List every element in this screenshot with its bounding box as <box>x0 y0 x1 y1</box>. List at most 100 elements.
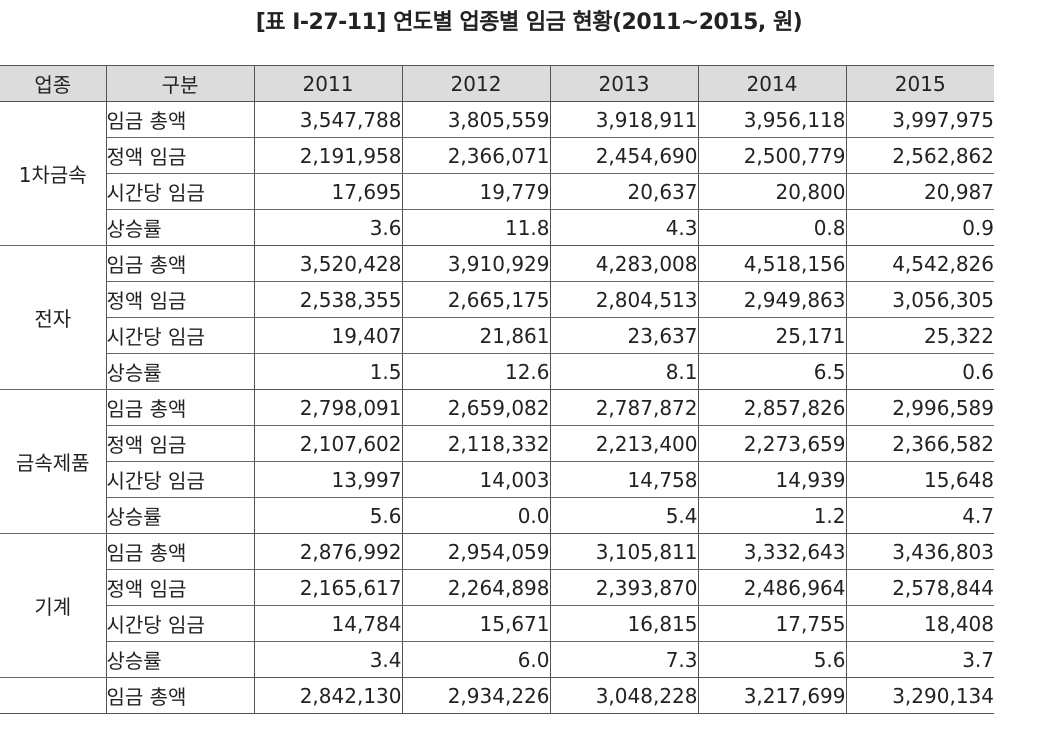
table-row: 기계 임금 총액 2,876,992 2,954,059 3,105,811 3,332,… <box>0 533 994 678</box>
value-cell: 2,454,690 <box>550 137 699 174</box>
value-cell: 8.1 <box>550 353 699 390</box>
value-cell: 6.5 <box>698 353 847 390</box>
category-cell: 임금 총액 <box>106 677 255 714</box>
table-row: 시간당 임금 19,407 21,861 23,637 25,171 25,322 <box>0 317 994 354</box>
header-row: 업종 구분 2011 2012 2013 2014 2015 <box>0 65 994 102</box>
value-cell: 2,857,826 <box>698 389 847 426</box>
value-cell: 2,798,091 <box>254 389 403 426</box>
category-cell: 정액 임금 <box>106 569 255 606</box>
value-cell: 11.8 <box>402 209 551 246</box>
table-row: 정액 임금 2,191,958 2,366,071 2,454,690 2,500,77… <box>0 137 994 174</box>
category-cell: 정액 임금 <box>106 137 255 174</box>
value-cell: 2,562,862 <box>846 137 994 174</box>
value-cell: 23,637 <box>550 317 699 354</box>
table-row: 시간당 임금 14,784 15,671 16,815 17,755 18,408 <box>0 605 994 642</box>
value-cell: 4,542,826 <box>846 245 994 282</box>
value-cell: 2,659,082 <box>402 389 551 426</box>
value-cell: 19,779 <box>402 173 551 210</box>
table-body: 1차금속 임금 총액 3,547,788 3,805,559 3,918,911 3,95… <box>0 101 994 714</box>
value-cell: 13,997 <box>254 461 403 498</box>
table-row: 정액 임금 2,538,355 2,665,175 2,804,513 2,949,86… <box>0 281 994 318</box>
value-cell: 2,393,870 <box>550 569 699 606</box>
value-cell: 2,665,175 <box>402 281 551 318</box>
value-cell: 3,217,699 <box>698 677 847 714</box>
category-cell: 임금 총액 <box>106 389 255 426</box>
value-cell: 3,056,305 <box>846 281 994 318</box>
value-cell: 19,407 <box>254 317 403 354</box>
value-cell: 2,500,779 <box>698 137 847 174</box>
value-cell: 3.6 <box>254 209 403 246</box>
value-cell: 25,171 <box>698 317 847 354</box>
value-cell: 1.2 <box>698 497 847 534</box>
industry-cell: 전자 <box>0 245 107 390</box>
industry-cell: 금속제품 <box>0 389 107 534</box>
value-cell: 2,949,863 <box>698 281 847 318</box>
value-cell: 3,048,228 <box>550 677 699 714</box>
category-cell: 상승률 <box>106 497 255 534</box>
table-row: 상승률 1.5 12.6 8.1 6.5 0.6 <box>0 353 994 390</box>
value-cell: 20,800 <box>698 173 847 210</box>
value-cell: 4,283,008 <box>550 245 699 282</box>
value-cell: 3.4 <box>254 641 403 678</box>
category-cell: 임금 총액 <box>106 533 255 570</box>
value-cell: 18,408 <box>846 605 994 642</box>
value-cell: 3,547,788 <box>254 101 403 138</box>
table-row: 전자 임금 총액 3,520,428 3,910,929 4,283,008 4,518,… <box>0 245 994 390</box>
value-cell: 14,003 <box>402 461 551 498</box>
table-row: 상승률 3.6 11.8 4.3 0.8 0.9 <box>0 209 994 246</box>
value-cell: 14,939 <box>698 461 847 498</box>
value-cell: 3,520,428 <box>254 245 403 282</box>
table-row: 정액 임금 2,107,602 2,118,332 2,213,400 2,273,65… <box>0 425 994 462</box>
value-cell: 2,934,226 <box>402 677 551 714</box>
category-cell: 임금 총액 <box>106 101 255 138</box>
value-cell: 6.0 <box>402 641 551 678</box>
header-year: 2012 <box>402 65 551 102</box>
value-cell: 15,648 <box>846 461 994 498</box>
header-category: 구분 <box>106 65 255 102</box>
value-cell: 3,997,975 <box>846 101 994 138</box>
value-cell: 17,695 <box>254 173 403 210</box>
value-cell: 0.0 <box>402 497 551 534</box>
value-cell: 3,956,118 <box>698 101 847 138</box>
category-cell: 시간당 임금 <box>106 605 255 642</box>
table-title: [표 Ⅰ-27-11] 연도별 업종별 임금 현황(2011~2015, 원) <box>255 10 803 35</box>
value-cell: 2,538,355 <box>254 281 403 318</box>
value-cell: 14,784 <box>254 605 403 642</box>
category-cell: 정액 임금 <box>106 425 255 462</box>
value-cell: 2,118,332 <box>402 425 551 462</box>
value-cell: 2,264,898 <box>402 569 551 606</box>
value-cell: 3,910,929 <box>402 245 551 282</box>
category-cell: 상승률 <box>106 353 255 390</box>
value-cell: 5.4 <box>550 497 699 534</box>
header-year: 2015 <box>846 65 994 102</box>
value-cell: 2,107,602 <box>254 425 403 462</box>
category-cell: 정액 임금 <box>106 281 255 318</box>
value-cell: 21,861 <box>402 317 551 354</box>
value-cell: 2,191,958 <box>254 137 403 174</box>
table-header: 업종 구분 2011 2012 2013 2014 2015 <box>0 65 994 102</box>
value-cell: 3,918,911 <box>550 101 699 138</box>
value-cell: 20,987 <box>846 173 994 210</box>
value-cell: 0.6 <box>846 353 994 390</box>
value-cell: 0.8 <box>698 209 847 246</box>
value-cell: 12.6 <box>402 353 551 390</box>
table-row: 금속제품 임금 총액 2,798,091 2,659,082 2,787,872 2,85… <box>0 389 994 534</box>
category-cell: 시간당 임금 <box>106 173 255 210</box>
value-cell: 2,273,659 <box>698 425 847 462</box>
value-cell: 2,787,872 <box>550 389 699 426</box>
value-cell: 3.7 <box>846 641 994 678</box>
value-cell: 2,213,400 <box>550 425 699 462</box>
category-cell: 상승률 <box>106 641 255 678</box>
table-row: 시간당 임금 17,695 19,779 20,637 20,800 20,987 <box>0 173 994 210</box>
value-cell: 2,842,130 <box>254 677 403 714</box>
value-cell: 16,815 <box>550 605 699 642</box>
value-cell: 20,637 <box>550 173 699 210</box>
value-cell: 2,876,992 <box>254 533 403 570</box>
table-row: 1차금속 임금 총액 3,547,788 3,805,559 3,918,911 3,95… <box>0 101 994 246</box>
value-cell: 2,954,059 <box>402 533 551 570</box>
category-cell: 임금 총액 <box>106 245 255 282</box>
table-row: 정액 임금 2,165,617 2,264,898 2,393,870 2,486,96… <box>0 569 994 606</box>
value-cell: 2,366,582 <box>846 425 994 462</box>
value-cell: 3,105,811 <box>550 533 699 570</box>
table-row: 상승률 3.4 6.0 7.3 5.6 3.7 <box>0 641 994 678</box>
